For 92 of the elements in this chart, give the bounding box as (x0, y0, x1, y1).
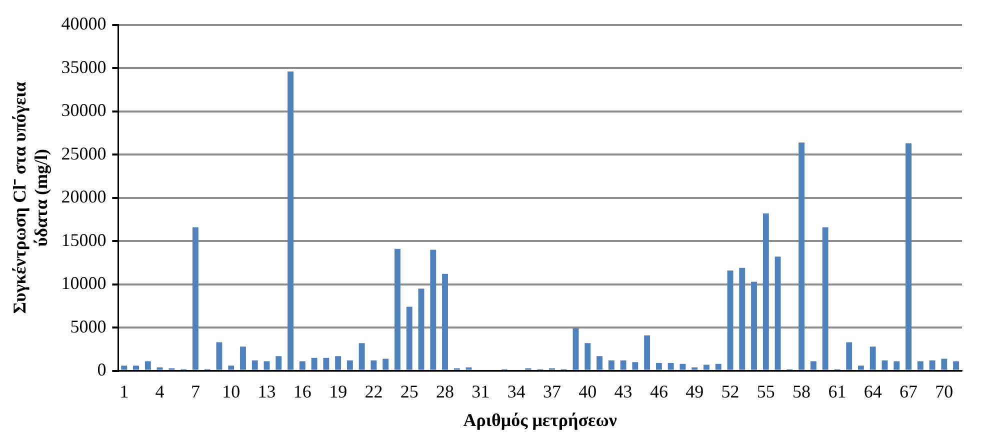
bar (335, 356, 342, 370)
bar (572, 328, 579, 370)
x-tick-label: 34 (507, 381, 526, 402)
y-tick-label: 5000 (70, 316, 106, 336)
x-tick-label: 7 (190, 381, 200, 402)
bar (418, 288, 424, 370)
bar (466, 367, 472, 370)
bar (751, 282, 757, 370)
bar (882, 360, 888, 370)
bar (668, 363, 674, 370)
x-tick-label: 31 (472, 381, 490, 402)
x-tick-label: 28 (436, 381, 454, 402)
bar (382, 358, 389, 370)
bar (311, 358, 318, 370)
bar (394, 248, 400, 370)
bar (276, 356, 282, 370)
bar (620, 360, 626, 370)
bar (762, 213, 769, 370)
x-tick-label: 67 (900, 381, 918, 402)
bar (953, 361, 960, 370)
x-tick-label: 46 (650, 381, 668, 402)
x-tick-label: 58 (792, 381, 811, 402)
bar (406, 306, 412, 370)
x-tick-label: 64 (864, 381, 882, 402)
x-tick-label: 43 (614, 381, 632, 402)
x-tick-label: 25 (400, 381, 418, 402)
bar (822, 227, 828, 370)
bar (632, 362, 638, 370)
bar (929, 360, 936, 370)
x-tick-label: 19 (329, 381, 348, 402)
bar (228, 366, 234, 370)
bar (240, 346, 246, 370)
x-tick-label: 37 (542, 381, 561, 402)
bar (192, 227, 198, 370)
bar (121, 366, 128, 370)
bar (288, 72, 294, 370)
bar (846, 342, 852, 370)
x-tick-label: 61 (828, 381, 846, 402)
x-tick-label: 49 (686, 381, 704, 402)
bar (644, 335, 650, 370)
x-tick-label: 55 (756, 381, 775, 402)
bar (358, 343, 365, 370)
x-tick-label: 16 (293, 381, 312, 402)
bar (156, 367, 163, 370)
bar (810, 361, 816, 370)
bar (858, 366, 864, 370)
y-tick-label: 0 (97, 360, 106, 380)
bar (346, 360, 353, 370)
bar (680, 364, 686, 370)
y-tick-label: 25000 (61, 143, 106, 164)
bar (917, 361, 924, 370)
x-tick-label: 1 (120, 381, 129, 402)
x-tick-label: 40 (578, 381, 597, 402)
x-tick-label: 10 (222, 381, 240, 402)
bar (774, 256, 781, 370)
bar (442, 274, 448, 370)
y-tick-label: 20000 (61, 186, 106, 207)
bar (264, 361, 270, 370)
y-tick-label: 30000 (61, 100, 106, 120)
bar (727, 270, 734, 370)
bar (870, 346, 876, 370)
y-tick-label: 40000 (61, 14, 106, 34)
bar (252, 360, 258, 370)
y-tick-label: 10000 (61, 273, 106, 294)
y-tick-label: 35000 (61, 56, 106, 77)
bar (216, 342, 222, 370)
bar (323, 358, 330, 370)
x-tick-label: 4 (155, 381, 164, 402)
bar (656, 363, 662, 370)
bar (430, 250, 436, 370)
bar (715, 364, 722, 370)
bar (299, 361, 306, 370)
bar (906, 143, 912, 370)
x-tick-label: 13 (258, 381, 276, 402)
bar (798, 142, 805, 370)
bar (894, 361, 900, 370)
x-axis-title: Αριθμός μετρήσεων (463, 410, 617, 430)
y-tick-label: 15000 (61, 230, 106, 250)
bar (608, 360, 614, 370)
bar (692, 367, 698, 370)
bar (133, 366, 139, 370)
bar (144, 361, 151, 370)
y-axis-title: Συγκέντρωση Cl⁻ στα υπόγεια ύδατα (mg/l) (9, 82, 52, 314)
x-tick-label: 70 (935, 381, 954, 402)
bar (704, 364, 710, 370)
x-tick-label: 22 (364, 381, 383, 402)
x-tick-label: 52 (721, 381, 740, 402)
bar (370, 360, 377, 370)
bar (584, 343, 591, 370)
bar (596, 356, 602, 370)
bar (739, 268, 746, 370)
bar (941, 358, 948, 370)
